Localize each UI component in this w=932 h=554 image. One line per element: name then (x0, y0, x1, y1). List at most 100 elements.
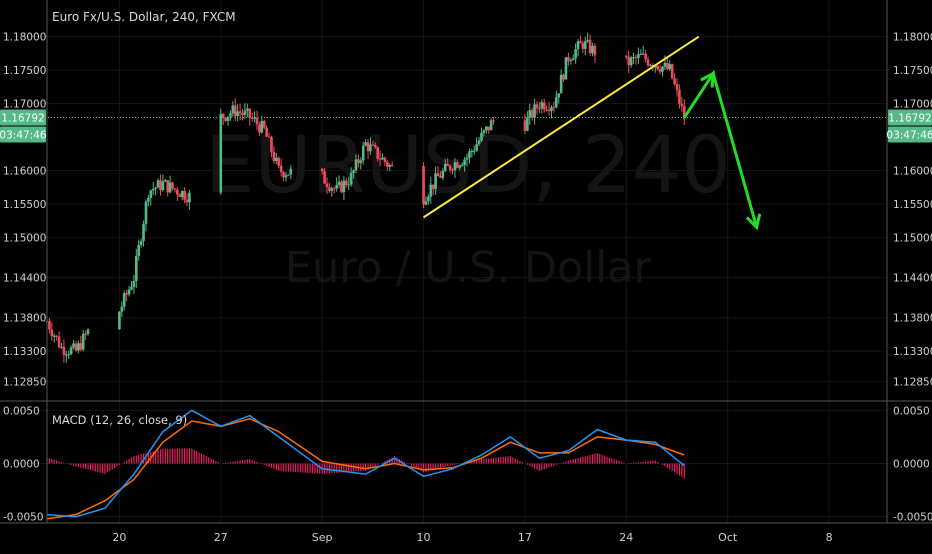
candle-body (267, 136, 271, 138)
candle-body (120, 306, 124, 312)
candle-body (258, 124, 261, 133)
macd-tick-right: 0.0000 (893, 459, 930, 471)
candle-body (470, 150, 474, 152)
candle-body (530, 110, 534, 118)
candle-body (422, 165, 425, 205)
candle-body (627, 56, 631, 66)
current-price-label-right-bg (888, 109, 932, 126)
candle-body (250, 117, 254, 119)
candle-body (477, 140, 481, 145)
candle-body (79, 343, 83, 350)
candle-body (180, 191, 184, 198)
candle-body (149, 190, 153, 198)
candle-body (468, 151, 471, 158)
price-tick-left: 1.17500 (3, 65, 46, 77)
price-tick-left: 1.15000 (3, 232, 46, 244)
candle-body (55, 335, 58, 337)
macd-tick-left: 0.0050 (3, 405, 40, 417)
candle-body (634, 57, 638, 59)
macd-line (46, 409, 685, 518)
candle-body (219, 113, 223, 193)
candle-body (156, 180, 160, 188)
candle-body (253, 117, 256, 119)
candle-body (436, 173, 440, 177)
candle-body (154, 187, 157, 190)
candle-body (50, 329, 54, 337)
watermark-symbol: EURUSD, 240 (205, 121, 731, 211)
candle-body (431, 184, 435, 189)
candle-body (132, 280, 136, 288)
candle-body (369, 144, 372, 152)
price-tick-left: 1.14400 (3, 273, 46, 285)
candle-body (342, 180, 346, 193)
candle-body (67, 354, 71, 356)
current-price-label-right: 1.16792 (888, 113, 931, 125)
candle-body (480, 132, 483, 141)
candle-body (62, 346, 66, 356)
candle-body (390, 165, 394, 167)
candle-body (260, 120, 264, 133)
candle-body (666, 62, 669, 70)
candle-body (224, 117, 227, 121)
candle-body (472, 150, 476, 152)
candle-body (658, 69, 662, 72)
price-tick-right: 1.14400 (893, 273, 932, 285)
candle-body (238, 111, 242, 114)
candle-body (142, 223, 145, 242)
candle-body (340, 181, 343, 193)
macd-lines (46, 409, 685, 520)
macd-tick-left: -0.0050 (3, 512, 44, 524)
candle-body (434, 173, 437, 189)
arrow-head-down (745, 213, 762, 231)
candle-body (550, 107, 553, 111)
candle-body (226, 116, 230, 121)
candle-body (284, 175, 288, 178)
candle-body (538, 108, 541, 110)
candle-body (646, 59, 650, 66)
candle-body (330, 188, 334, 191)
candle-body (125, 293, 128, 295)
time-label: 8 (826, 531, 833, 544)
candle-body (178, 194, 182, 198)
candle-body (323, 171, 326, 184)
candle-body (540, 102, 544, 109)
candle-body (337, 181, 341, 185)
candle-body (678, 89, 681, 104)
candle-body (670, 64, 674, 79)
candles (45, 32, 686, 363)
candle-body (668, 64, 672, 70)
candle-body (675, 83, 679, 90)
candle-body (349, 172, 353, 185)
candle-body (564, 57, 568, 80)
price-badges: 1.16792 03:47:46 1.16792 03:47:46 (0, 109, 932, 143)
time-label: 10 (417, 531, 431, 544)
candle-body (345, 180, 348, 185)
candle-body (632, 57, 635, 59)
candle-body (272, 152, 276, 162)
symbol-title: Euro Fx/U.S. Dollar, 240, FXCM (52, 10, 236, 24)
candle-body (574, 49, 577, 59)
candle-body (236, 111, 239, 116)
candle-body (591, 45, 594, 54)
candle-body (347, 184, 351, 186)
candle-body (171, 182, 174, 189)
candle-body (456, 162, 459, 168)
candle-body (147, 197, 150, 202)
candle-body (361, 145, 365, 161)
candle-body (485, 126, 488, 131)
candle-body (161, 181, 165, 191)
candle-body (680, 103, 684, 107)
candle-body (557, 93, 561, 98)
candle-body (77, 343, 80, 351)
time-label: Oct (718, 531, 738, 544)
price-tick-right: 1.16000 (893, 166, 932, 178)
candle-body (625, 55, 628, 57)
candle-body (386, 162, 389, 167)
candle-body (364, 142, 367, 146)
candle-body (451, 169, 454, 171)
candle-body (458, 165, 462, 168)
candle-body (335, 184, 338, 189)
